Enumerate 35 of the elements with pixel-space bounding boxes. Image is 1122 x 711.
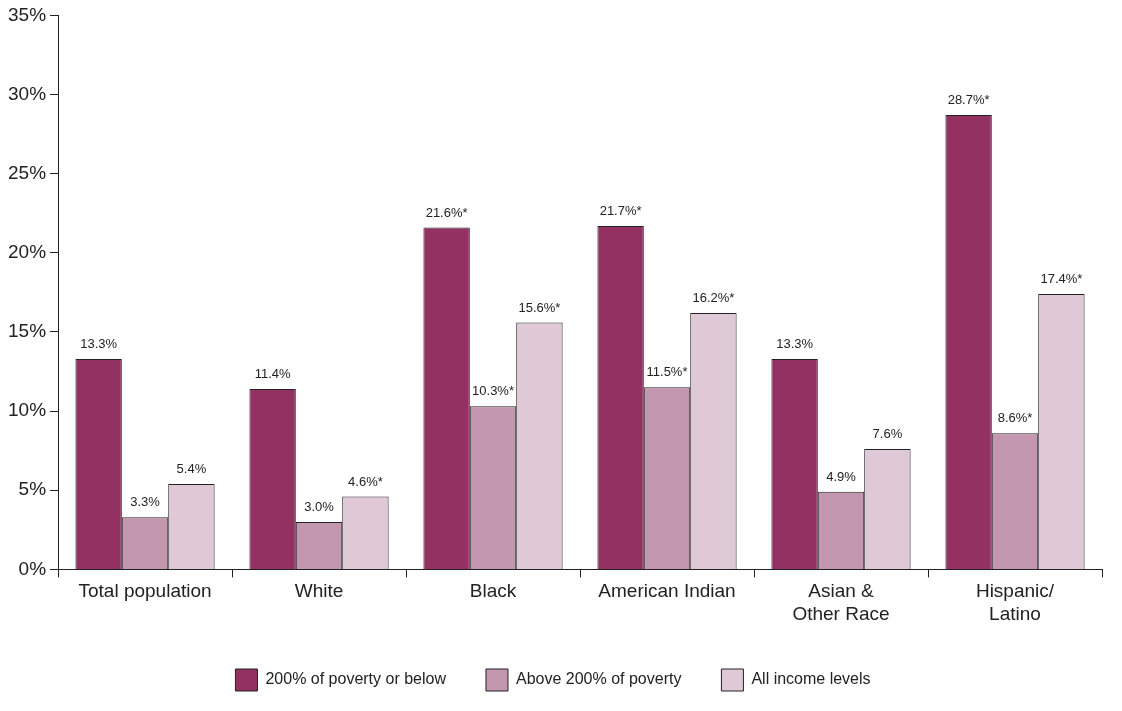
legend-label: Above 200% of poverty xyxy=(515,670,682,688)
y-tick-label: 30% xyxy=(8,82,47,104)
y-tick-label: 10% xyxy=(8,399,47,421)
x-tick-label: Black xyxy=(469,580,517,602)
data-label: 4.6%* xyxy=(348,473,383,489)
y-tick-label: 35% xyxy=(8,3,47,25)
y-tick-label: 5% xyxy=(18,478,47,500)
data-label: 16.2%* xyxy=(692,290,735,306)
y-tick-label: 25% xyxy=(8,161,47,183)
y-tick-label: 0% xyxy=(18,557,47,579)
legend-label: 200% of poverty or below xyxy=(265,670,447,688)
data-label: 21.6%* xyxy=(425,204,468,220)
data-label: 10.3%* xyxy=(472,383,514,399)
data-label: 11.4% xyxy=(254,366,292,382)
data-label: 15.6%* xyxy=(518,299,561,315)
data-label: 3.0% xyxy=(304,498,335,514)
y-tick-label: 20% xyxy=(8,241,47,263)
x-tick-label: Asian & Other Race xyxy=(792,580,890,624)
data-label: 17.4%* xyxy=(1040,271,1083,287)
data-label: 13.3% xyxy=(776,335,814,351)
data-label: 3.3% xyxy=(130,494,161,510)
data-label: 28.7%* xyxy=(947,92,990,108)
data-label: 4.9% xyxy=(826,468,857,484)
data-label: 7.6% xyxy=(872,426,903,442)
x-tick-label: White xyxy=(294,580,344,602)
x-tick-label: Hispanic/ Latino xyxy=(975,580,1055,624)
y-tick-label: 15% xyxy=(8,320,47,342)
legend-label: All income levels xyxy=(751,670,871,688)
data-label: 11.5%* xyxy=(646,364,688,380)
data-label: 5.4% xyxy=(176,461,207,476)
x-tick-label: Total population xyxy=(78,580,212,602)
x-tick-label: American Indian xyxy=(598,580,736,602)
data-label: 8.6%* xyxy=(997,410,1033,426)
data-label: 13.3% xyxy=(80,335,118,351)
data-label: 21.7%* xyxy=(599,203,642,218)
